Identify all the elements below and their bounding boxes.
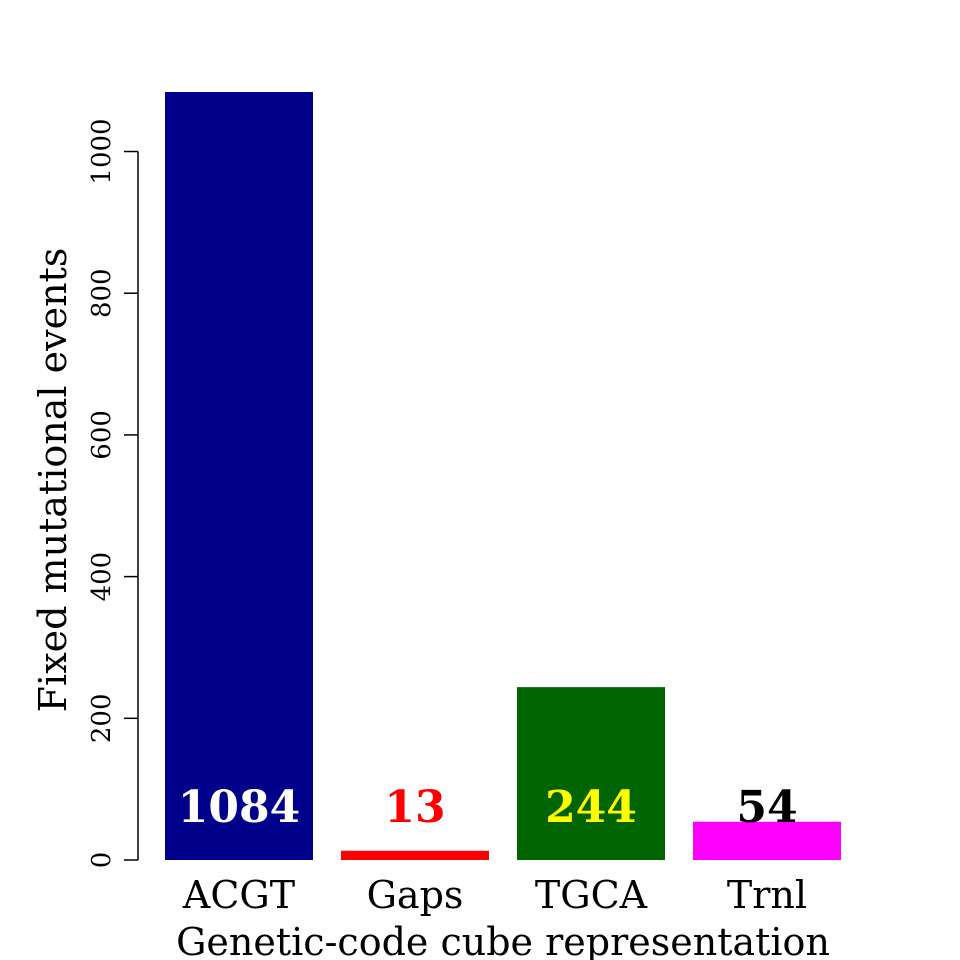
y-axis-label: Fixed mutational events — [31, 248, 75, 713]
y-tick-label: 600 — [87, 410, 117, 460]
value-label-tgca: 244 — [545, 782, 637, 833]
y-tick-label: 200 — [87, 693, 117, 743]
y-tick-label: 0 — [87, 852, 117, 869]
bar-gaps — [341, 850, 489, 860]
bars-group — [165, 92, 841, 860]
y-tick-label: 400 — [87, 552, 117, 602]
x-tick-labels-group: ACGT Gaps TGCA Trnl — [182, 873, 807, 917]
bar-trnl — [693, 821, 841, 860]
y-axis: 0 200 400 600 800 1000 — [87, 118, 139, 869]
value-label-gaps: 13 — [384, 782, 445, 833]
value-label-trnl: 54 — [736, 782, 797, 833]
value-labels-group: 1084 13 244 54 — [178, 782, 798, 833]
x-tick-label-trnl: Trnl — [727, 873, 807, 917]
x-axis-label: Genetic-code cube representation — [176, 920, 830, 960]
x-tick-label-tgca: TGCA — [535, 873, 648, 917]
x-tick-label-acgt: ACGT — [182, 873, 295, 917]
bar-acgt — [165, 92, 313, 860]
x-tick-label-gaps: Gaps — [367, 873, 464, 917]
y-tick-label: 1000 — [87, 118, 117, 184]
y-tick-label: 800 — [87, 268, 117, 318]
value-label-acgt: 1084 — [178, 782, 300, 833]
bar-tgca — [517, 687, 665, 860]
